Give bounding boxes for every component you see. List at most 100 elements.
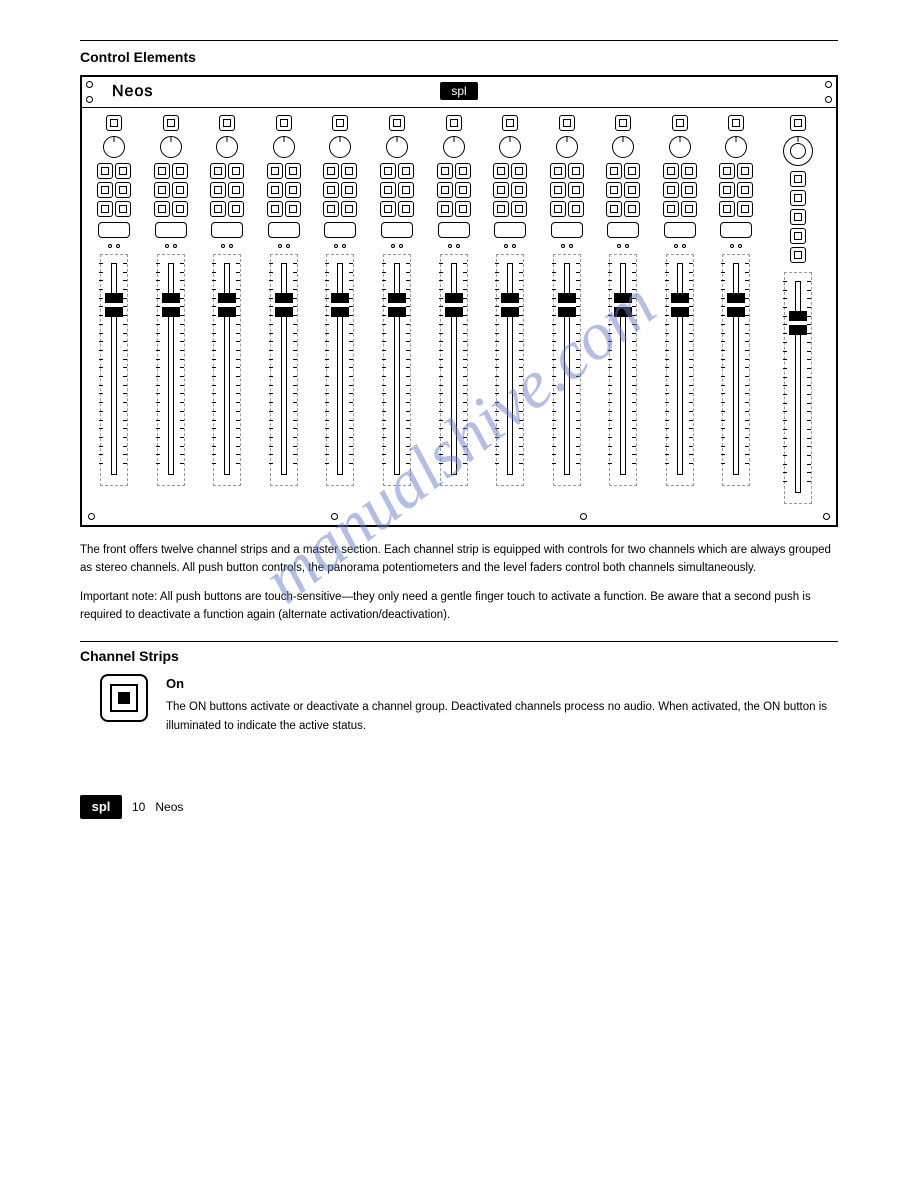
footer: spl 10 Neos bbox=[80, 795, 838, 819]
small-button bbox=[550, 163, 566, 179]
on-button bbox=[163, 115, 179, 131]
master-knob bbox=[783, 136, 813, 166]
master-section bbox=[765, 112, 832, 506]
master-fader bbox=[784, 272, 812, 504]
small-button bbox=[172, 182, 188, 198]
subsection-content: On The ON buttons activate or deactivate… bbox=[166, 674, 838, 736]
console-diagram: Neos spl bbox=[80, 75, 838, 527]
small-button bbox=[172, 201, 188, 217]
top-rule bbox=[80, 40, 838, 41]
small-button bbox=[681, 182, 697, 198]
small-button bbox=[606, 163, 622, 179]
section-rule bbox=[80, 641, 838, 642]
small-button bbox=[663, 182, 679, 198]
small-button bbox=[511, 201, 527, 217]
small-button bbox=[154, 201, 170, 217]
small-button bbox=[380, 201, 396, 217]
scribble-strip bbox=[494, 222, 526, 238]
button-group bbox=[663, 162, 697, 218]
small-button bbox=[455, 201, 471, 217]
pan-knob bbox=[329, 136, 351, 158]
small-button bbox=[493, 163, 509, 179]
small-button bbox=[285, 163, 301, 179]
scribble-strip bbox=[98, 222, 130, 238]
mount-holes bbox=[334, 244, 346, 248]
console-top-strip: Neos spl bbox=[82, 77, 836, 108]
mount-holes bbox=[108, 244, 120, 248]
mount-holes bbox=[561, 244, 573, 248]
small-button bbox=[624, 182, 640, 198]
page-title: Control Elements bbox=[80, 49, 838, 65]
small-button bbox=[568, 182, 584, 198]
on-button bbox=[502, 115, 518, 131]
small-button bbox=[663, 163, 679, 179]
on-button bbox=[276, 115, 292, 131]
channel-strip bbox=[86, 112, 143, 506]
pan-knob bbox=[499, 136, 521, 158]
small-button bbox=[267, 182, 283, 198]
footer-page-num: 10 bbox=[132, 800, 145, 814]
small-button bbox=[511, 163, 527, 179]
small-button bbox=[115, 201, 131, 217]
fader bbox=[666, 254, 694, 486]
fader bbox=[496, 254, 524, 486]
scribble-strip bbox=[551, 222, 583, 238]
small-button bbox=[172, 163, 188, 179]
screw-icon bbox=[86, 96, 93, 103]
small-button bbox=[455, 163, 471, 179]
pan-knob bbox=[160, 136, 182, 158]
small-button bbox=[681, 163, 697, 179]
button-group bbox=[380, 162, 414, 218]
small-button bbox=[606, 182, 622, 198]
small-button bbox=[210, 182, 226, 198]
small-button bbox=[97, 163, 113, 179]
small-button bbox=[341, 182, 357, 198]
small-button bbox=[550, 201, 566, 217]
scribble-strip bbox=[720, 222, 752, 238]
mount-holes bbox=[674, 244, 686, 248]
product-name-label: Neos bbox=[112, 83, 153, 101]
pan-knob bbox=[103, 136, 125, 158]
fader bbox=[609, 254, 637, 486]
fader bbox=[383, 254, 411, 486]
small-button bbox=[719, 201, 735, 217]
scribble-strip bbox=[268, 222, 300, 238]
on-button bbox=[615, 115, 631, 131]
footer-logo: spl bbox=[80, 795, 122, 819]
small-button bbox=[380, 163, 396, 179]
small-button bbox=[493, 201, 509, 217]
small-button bbox=[455, 182, 471, 198]
master-small-button bbox=[790, 209, 806, 225]
screw-icon bbox=[86, 81, 93, 88]
section-title: Channel Strips bbox=[80, 648, 838, 664]
scribble-strip bbox=[381, 222, 413, 238]
small-button bbox=[267, 201, 283, 217]
button-group bbox=[323, 162, 357, 218]
screw-icon bbox=[825, 81, 832, 88]
channel-strip bbox=[425, 112, 482, 506]
fader bbox=[157, 254, 185, 486]
small-button bbox=[97, 182, 113, 198]
small-button bbox=[323, 201, 339, 217]
small-button bbox=[210, 163, 226, 179]
channel-strip bbox=[369, 112, 426, 506]
pan-knob bbox=[556, 136, 578, 158]
screw-icon bbox=[823, 513, 830, 520]
small-button bbox=[398, 201, 414, 217]
channel-strip bbox=[595, 112, 652, 506]
button-group bbox=[606, 162, 640, 218]
on-button bbox=[728, 115, 744, 131]
pan-knob bbox=[725, 136, 747, 158]
pan-knob bbox=[612, 136, 634, 158]
mount-holes bbox=[391, 244, 403, 248]
small-button bbox=[737, 182, 753, 198]
on-button bbox=[332, 115, 348, 131]
small-button bbox=[437, 163, 453, 179]
pan-knob bbox=[443, 136, 465, 158]
small-button bbox=[285, 182, 301, 198]
small-button bbox=[267, 163, 283, 179]
channel-strip bbox=[256, 112, 313, 506]
channel-strip bbox=[482, 112, 539, 506]
channel-strip bbox=[538, 112, 595, 506]
small-button bbox=[737, 163, 753, 179]
